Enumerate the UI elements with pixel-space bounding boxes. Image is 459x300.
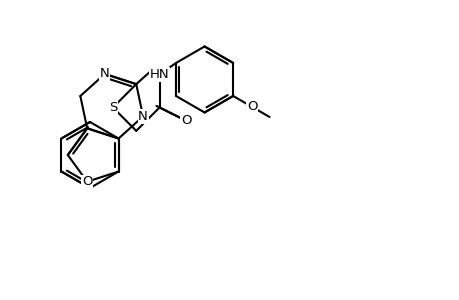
Text: O: O	[246, 100, 257, 113]
Text: O: O	[82, 175, 92, 188]
Text: S: S	[108, 101, 117, 114]
Text: O: O	[180, 114, 191, 127]
Text: N: N	[100, 68, 110, 80]
Text: HN: HN	[150, 68, 169, 81]
Text: N: N	[138, 110, 148, 123]
